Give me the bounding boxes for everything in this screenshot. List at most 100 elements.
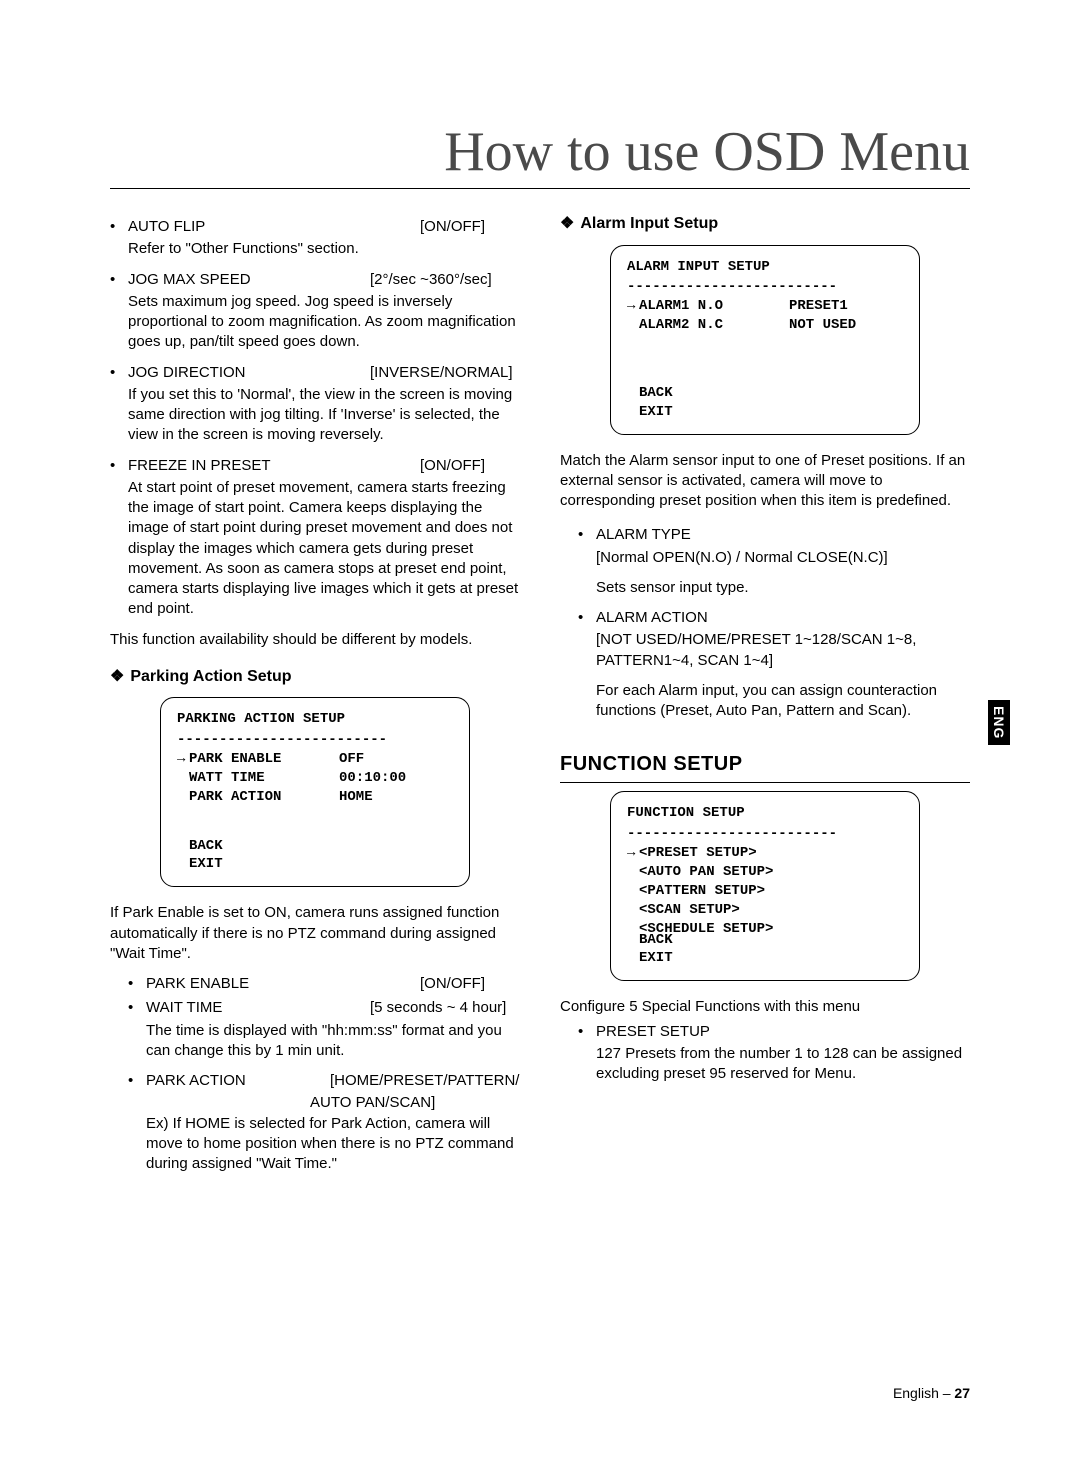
item-freeze: • FREEZE IN PRESET [ON/OFF] <box>110 456 520 476</box>
parking-items: • PARK ENABLE [ON/OFF] • WAIT TIME [5 se… <box>110 974 520 1174</box>
item-value: [HOME/PRESET/PATTERN/ <box>330 1071 520 1091</box>
arrow-icon <box>627 901 639 920</box>
alarm-heading: ❖ Alarm Input Setup <box>560 213 970 235</box>
osd-row: PARK ACTION HOME <box>177 788 453 807</box>
arrow-icon <box>627 316 639 335</box>
osd-divider: ------------------------- <box>627 825 903 844</box>
bullet-icon: • <box>110 270 128 290</box>
bullet-icon: • <box>578 525 596 545</box>
item-value: [2°/sec ~360°/sec] <box>370 270 520 290</box>
item-alarm-type: • ALARM TYPE <box>578 525 970 545</box>
osd-right: 00:10:00 <box>339 769 453 788</box>
arrow-icon <box>627 863 639 882</box>
function-heading: FUNCTION SETUP <box>560 751 970 783</box>
item-alarm-action: • ALARM ACTION <box>578 608 970 628</box>
diamond-icon: ❖ <box>110 668 124 685</box>
osd-row: → <PRESET SETUP> <box>627 844 903 863</box>
function-items: • PRESET SETUP 127 Presets from the numb… <box>560 1022 970 1085</box>
item-desc: Sets maximum jog speed. Jog speed is inv… <box>128 292 520 353</box>
osd-right: PRESET1 <box>789 297 903 316</box>
item-line1: [NOT USED/HOME/PRESET 1~128/SCAN 1~8, PA… <box>596 630 970 671</box>
osd-left: PARK ENABLE <box>189 750 339 769</box>
function-intro: Configure 5 Special Functions with this … <box>560 997 970 1017</box>
osd-footer: BACK EXIT <box>639 931 673 969</box>
item-desc: If you set this to 'Normal', the view in… <box>128 385 520 446</box>
title-wrap: How to use OSD Menu <box>110 120 970 189</box>
bullet-icon: • <box>578 1022 596 1042</box>
osd-right: HOME <box>339 788 453 807</box>
item-label: ALARM ACTION <box>596 608 970 628</box>
footer-page-number: 27 <box>954 1385 970 1401</box>
osd-footer: BACK EXIT <box>639 384 673 422</box>
item-value: [ON/OFF] <box>420 217 520 237</box>
osd-footer: BACK EXIT <box>189 837 223 875</box>
item-desc: The time is displayed with "hh:mm:ss" fo… <box>146 1021 520 1062</box>
osd-row: <SCAN SETUP> <box>627 901 903 920</box>
osd-item: <PATTERN SETUP> <box>639 882 765 901</box>
bullet-icon: • <box>110 363 128 383</box>
item-label: PRESET SETUP <box>596 1022 970 1042</box>
arrow-icon: → <box>627 844 639 863</box>
item-label: PARK ACTION <box>146 1071 330 1091</box>
osd-title: PARKING ACTION SETUP <box>177 710 453 729</box>
manual-page: How to use OSD Menu • AUTO FLIP [ON/OFF]… <box>0 0 1080 1471</box>
item-value-line2: AUTO PAN/SCAN] <box>310 1093 520 1113</box>
item-park-action: • PARK ACTION [HOME/PRESET/PATTERN/ <box>128 1071 520 1091</box>
item-preset-setup: • PRESET SETUP <box>578 1022 970 1042</box>
parking-heading: ❖ Parking Action Setup <box>110 666 520 688</box>
right-column: ❖ Alarm Input Setup ALARM INPUT SETUP ---… <box>560 213 970 1184</box>
subheading-text: Alarm Input Setup <box>580 215 718 232</box>
bullet-icon: • <box>110 217 128 237</box>
item-label: JOG DIRECTION <box>128 363 370 383</box>
alarm-intro: Match the Alarm sensor input to one of P… <box>560 451 970 512</box>
item-label: ALARM TYPE <box>596 525 970 545</box>
alarm-osd: ALARM INPUT SETUP ----------------------… <box>610 245 920 435</box>
osd-item: <SCAN SETUP> <box>639 901 740 920</box>
item-value: [INVERSE/NORMAL] <box>370 363 520 383</box>
item-park-enable: • PARK ENABLE [ON/OFF] <box>128 974 520 994</box>
bullet-icon: • <box>128 974 146 994</box>
item-desc: Refer to "Other Functions" section. <box>128 239 520 259</box>
parking-intro: If Park Enable is set to ON, camera runs… <box>110 903 520 964</box>
item-label: FREEZE IN PRESET <box>128 456 420 476</box>
item-value: [ON/OFF] <box>420 456 520 476</box>
arrow-icon: → <box>177 750 189 769</box>
osd-row: WATT TIME 00:10:00 <box>177 769 453 788</box>
bullet-icon: • <box>128 998 146 1018</box>
diamond-icon: ❖ <box>560 215 574 232</box>
osd-left: ALARM2 N.C <box>639 316 789 335</box>
arrow-icon <box>627 920 639 939</box>
item-desc: Ex) If HOME is selected for Park Action,… <box>146 1114 520 1175</box>
parking-osd: PARKING ACTION SETUP -------------------… <box>160 697 470 887</box>
osd-row: <PATTERN SETUP> <box>627 882 903 901</box>
item-label: JOG MAX SPEED <box>128 270 370 290</box>
subheading-text: Parking Action Setup <box>130 668 291 685</box>
item-value: [ON/OFF] <box>420 974 520 994</box>
osd-back: BACK <box>639 931 673 950</box>
item-line1: [Normal OPEN(N.O) / Normal CLOSE(N.C)] <box>596 548 970 568</box>
osd-row: → ALARM1 N.O PRESET1 <box>627 297 903 316</box>
left-column: • AUTO FLIP [ON/OFF] Refer to "Other Fun… <box>110 213 520 1184</box>
language-tab: ENG <box>988 700 1010 745</box>
item-label: WAIT TIME <box>146 998 370 1018</box>
item-desc: At start point of preset movement, camer… <box>128 478 520 620</box>
osd-item: <PRESET SETUP> <box>639 844 757 863</box>
osd-title: ALARM INPUT SETUP <box>627 258 903 277</box>
item-desc: Sets sensor input type. <box>596 578 970 598</box>
osd-right: OFF <box>339 750 453 769</box>
arrow-icon <box>627 882 639 901</box>
alarm-items: • ALARM TYPE [Normal OPEN(N.O) / Normal … <box>560 525 970 721</box>
page-footer: English – 27 <box>893 1385 970 1401</box>
osd-exit: EXIT <box>639 949 673 968</box>
item-jog-dir: • JOG DIRECTION [INVERSE/NORMAL] <box>110 363 520 383</box>
osd-left: WATT TIME <box>189 769 339 788</box>
osd-left: ALARM1 N.O <box>639 297 789 316</box>
function-osd: FUNCTION SETUP -------------------------… <box>610 791 920 981</box>
bullet-icon: • <box>110 456 128 476</box>
osd-row: <AUTO PAN SETUP> <box>627 863 903 882</box>
arrow-icon <box>177 769 189 788</box>
osd-right: NOT USED <box>789 316 903 335</box>
bullet-icon: • <box>578 608 596 628</box>
arrow-icon: → <box>627 297 639 316</box>
bullet-icon: • <box>128 1071 146 1091</box>
